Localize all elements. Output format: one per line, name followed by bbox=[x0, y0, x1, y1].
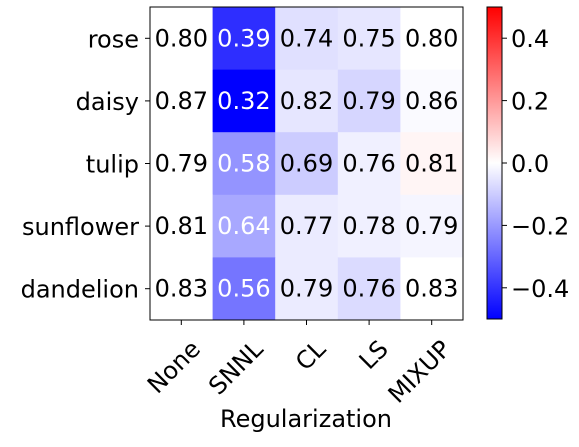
cell-label-sunflower-CL: 0.77 bbox=[280, 212, 333, 240]
heatmap-cell-dandelion-MIXUP bbox=[400, 257, 464, 321]
x-tick-label-SNNL: SNNL bbox=[203, 334, 269, 400]
colorbar-tick-label-0: −0.4 bbox=[511, 275, 569, 303]
heatmap-cell-daisy-SNNL bbox=[212, 69, 276, 133]
colorbar-tick-label-3: 0.2 bbox=[511, 88, 549, 116]
x-tick-label-LS: LS bbox=[354, 335, 394, 375]
cell-label-rose-None: 0.80 bbox=[155, 24, 208, 52]
heatmap-cell-rose-MIXUP bbox=[400, 7, 464, 71]
heatmap-cell-sunflower-SNNL bbox=[212, 194, 276, 258]
heatmap-cell-dandelion-CL bbox=[275, 257, 339, 321]
cell-label-dandelion-SNNL: 0.56 bbox=[217, 275, 270, 303]
heatmap-cell-sunflower-CL bbox=[275, 194, 339, 258]
colorbar-tick-label-1: −0.2 bbox=[511, 212, 569, 240]
colorbar-tick-label-4: 0.4 bbox=[511, 25, 549, 53]
heatmap-cell-tulip-MIXUP bbox=[400, 132, 464, 196]
colorbar-ticks: −0.4 −0.2 0.0 0.2 0.4 bbox=[502, 25, 569, 303]
cell-label-rose-MIXUP: 0.80 bbox=[405, 24, 458, 52]
y-tick-label-sunflower: sunflower bbox=[22, 213, 139, 241]
cell-label-tulip-MIXUP: 0.81 bbox=[405, 150, 458, 178]
cell-label-rose-LS: 0.75 bbox=[342, 24, 395, 52]
cell-label-dandelion-CL: 0.79 bbox=[280, 275, 333, 303]
y-tick-label-tulip: tulip bbox=[86, 151, 139, 179]
cell-label-tulip-CL: 0.69 bbox=[280, 150, 333, 178]
heatmap-cell-daisy-MIXUP bbox=[400, 69, 464, 133]
heatmap-cell-sunflower-None bbox=[150, 194, 214, 258]
y-tick-label-rose: rose bbox=[88, 25, 139, 53]
cell-label-sunflower-SNNL: 0.64 bbox=[217, 212, 270, 240]
x-tick-label-CL: CL bbox=[290, 334, 332, 376]
colorbar bbox=[486, 6, 503, 320]
cell-label-dandelion-None: 0.83 bbox=[155, 275, 208, 303]
heatmap-cell-sunflower-MIXUP bbox=[400, 194, 464, 258]
heatmap-cell-rose-SNNL bbox=[212, 7, 276, 71]
x-tick-label-None: None bbox=[142, 335, 206, 399]
cell-label-daisy-CL: 0.82 bbox=[280, 87, 333, 115]
heatmap-cell-dandelion-SNNL bbox=[212, 257, 276, 321]
heatmap-cells bbox=[150, 7, 464, 321]
cell-label-dandelion-MIXUP: 0.83 bbox=[405, 275, 458, 303]
y-tick-label-daisy: daisy bbox=[76, 88, 139, 116]
cell-label-daisy-MIXUP: 0.86 bbox=[405, 87, 458, 115]
heatmap-cell-sunflower-LS bbox=[337, 194, 401, 258]
heatmap-cell-dandelion-LS bbox=[337, 257, 401, 321]
cell-label-dandelion-LS: 0.76 bbox=[342, 275, 395, 303]
heatmap-cell-tulip-None bbox=[150, 132, 214, 196]
heatmap-cell-rose-CL bbox=[275, 7, 339, 71]
cell-label-daisy-None: 0.87 bbox=[155, 87, 208, 115]
heatmap-cell-daisy-CL bbox=[275, 69, 339, 133]
heatmap-cell-rose-None bbox=[150, 7, 214, 71]
y-axis: rose daisy tulip sunflower dandelion bbox=[21, 25, 150, 304]
colorbar-tick-label-2: 0.0 bbox=[511, 150, 549, 178]
heatmap-cell-rose-LS bbox=[337, 7, 401, 71]
x-tick-label-MIXUP: MIXUP bbox=[383, 335, 457, 409]
x-axis-label: Regularization bbox=[220, 405, 392, 433]
heatmap-cell-daisy-None bbox=[150, 69, 214, 133]
cell-label-daisy-SNNL: 0.32 bbox=[217, 87, 270, 115]
heatmap-cell-tulip-LS bbox=[337, 132, 401, 196]
cell-label-daisy-LS: 0.79 bbox=[342, 87, 395, 115]
cell-label-sunflower-MIXUP: 0.79 bbox=[405, 212, 458, 240]
cell-label-tulip-None: 0.79 bbox=[155, 150, 208, 178]
heatmap-cell-tulip-SNNL bbox=[212, 132, 276, 196]
heatmap-cell-daisy-LS bbox=[337, 69, 401, 133]
y-tick-label-dandelion: dandelion bbox=[21, 276, 139, 304]
cell-label-sunflower-None: 0.81 bbox=[155, 212, 208, 240]
cell-label-rose-CL: 0.74 bbox=[280, 24, 333, 52]
heatmap-cell-dandelion-None bbox=[150, 257, 214, 321]
cell-label-tulip-SNNL: 0.58 bbox=[217, 150, 270, 178]
cell-label-sunflower-LS: 0.78 bbox=[342, 212, 395, 240]
heatmap-cell-tulip-CL bbox=[275, 132, 339, 196]
cell-label-rose-SNNL: 0.39 bbox=[217, 24, 270, 52]
heatmap-cell-labels: 0.80 0.39 0.74 0.75 0.80 0.87 0.32 0.82 0.79 0.86… bbox=[155, 24, 459, 302]
cell-label-tulip-LS: 0.76 bbox=[342, 150, 395, 178]
